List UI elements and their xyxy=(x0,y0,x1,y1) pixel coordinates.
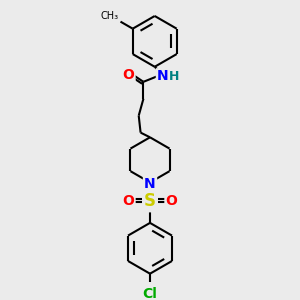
Text: S: S xyxy=(144,192,156,210)
Text: O: O xyxy=(166,194,178,208)
Text: N: N xyxy=(156,69,168,83)
Text: Cl: Cl xyxy=(142,287,158,300)
Text: O: O xyxy=(122,194,134,208)
Text: CH₃: CH₃ xyxy=(100,11,118,21)
Text: N: N xyxy=(144,177,156,191)
Text: O: O xyxy=(122,68,134,82)
Text: H: H xyxy=(169,70,179,83)
